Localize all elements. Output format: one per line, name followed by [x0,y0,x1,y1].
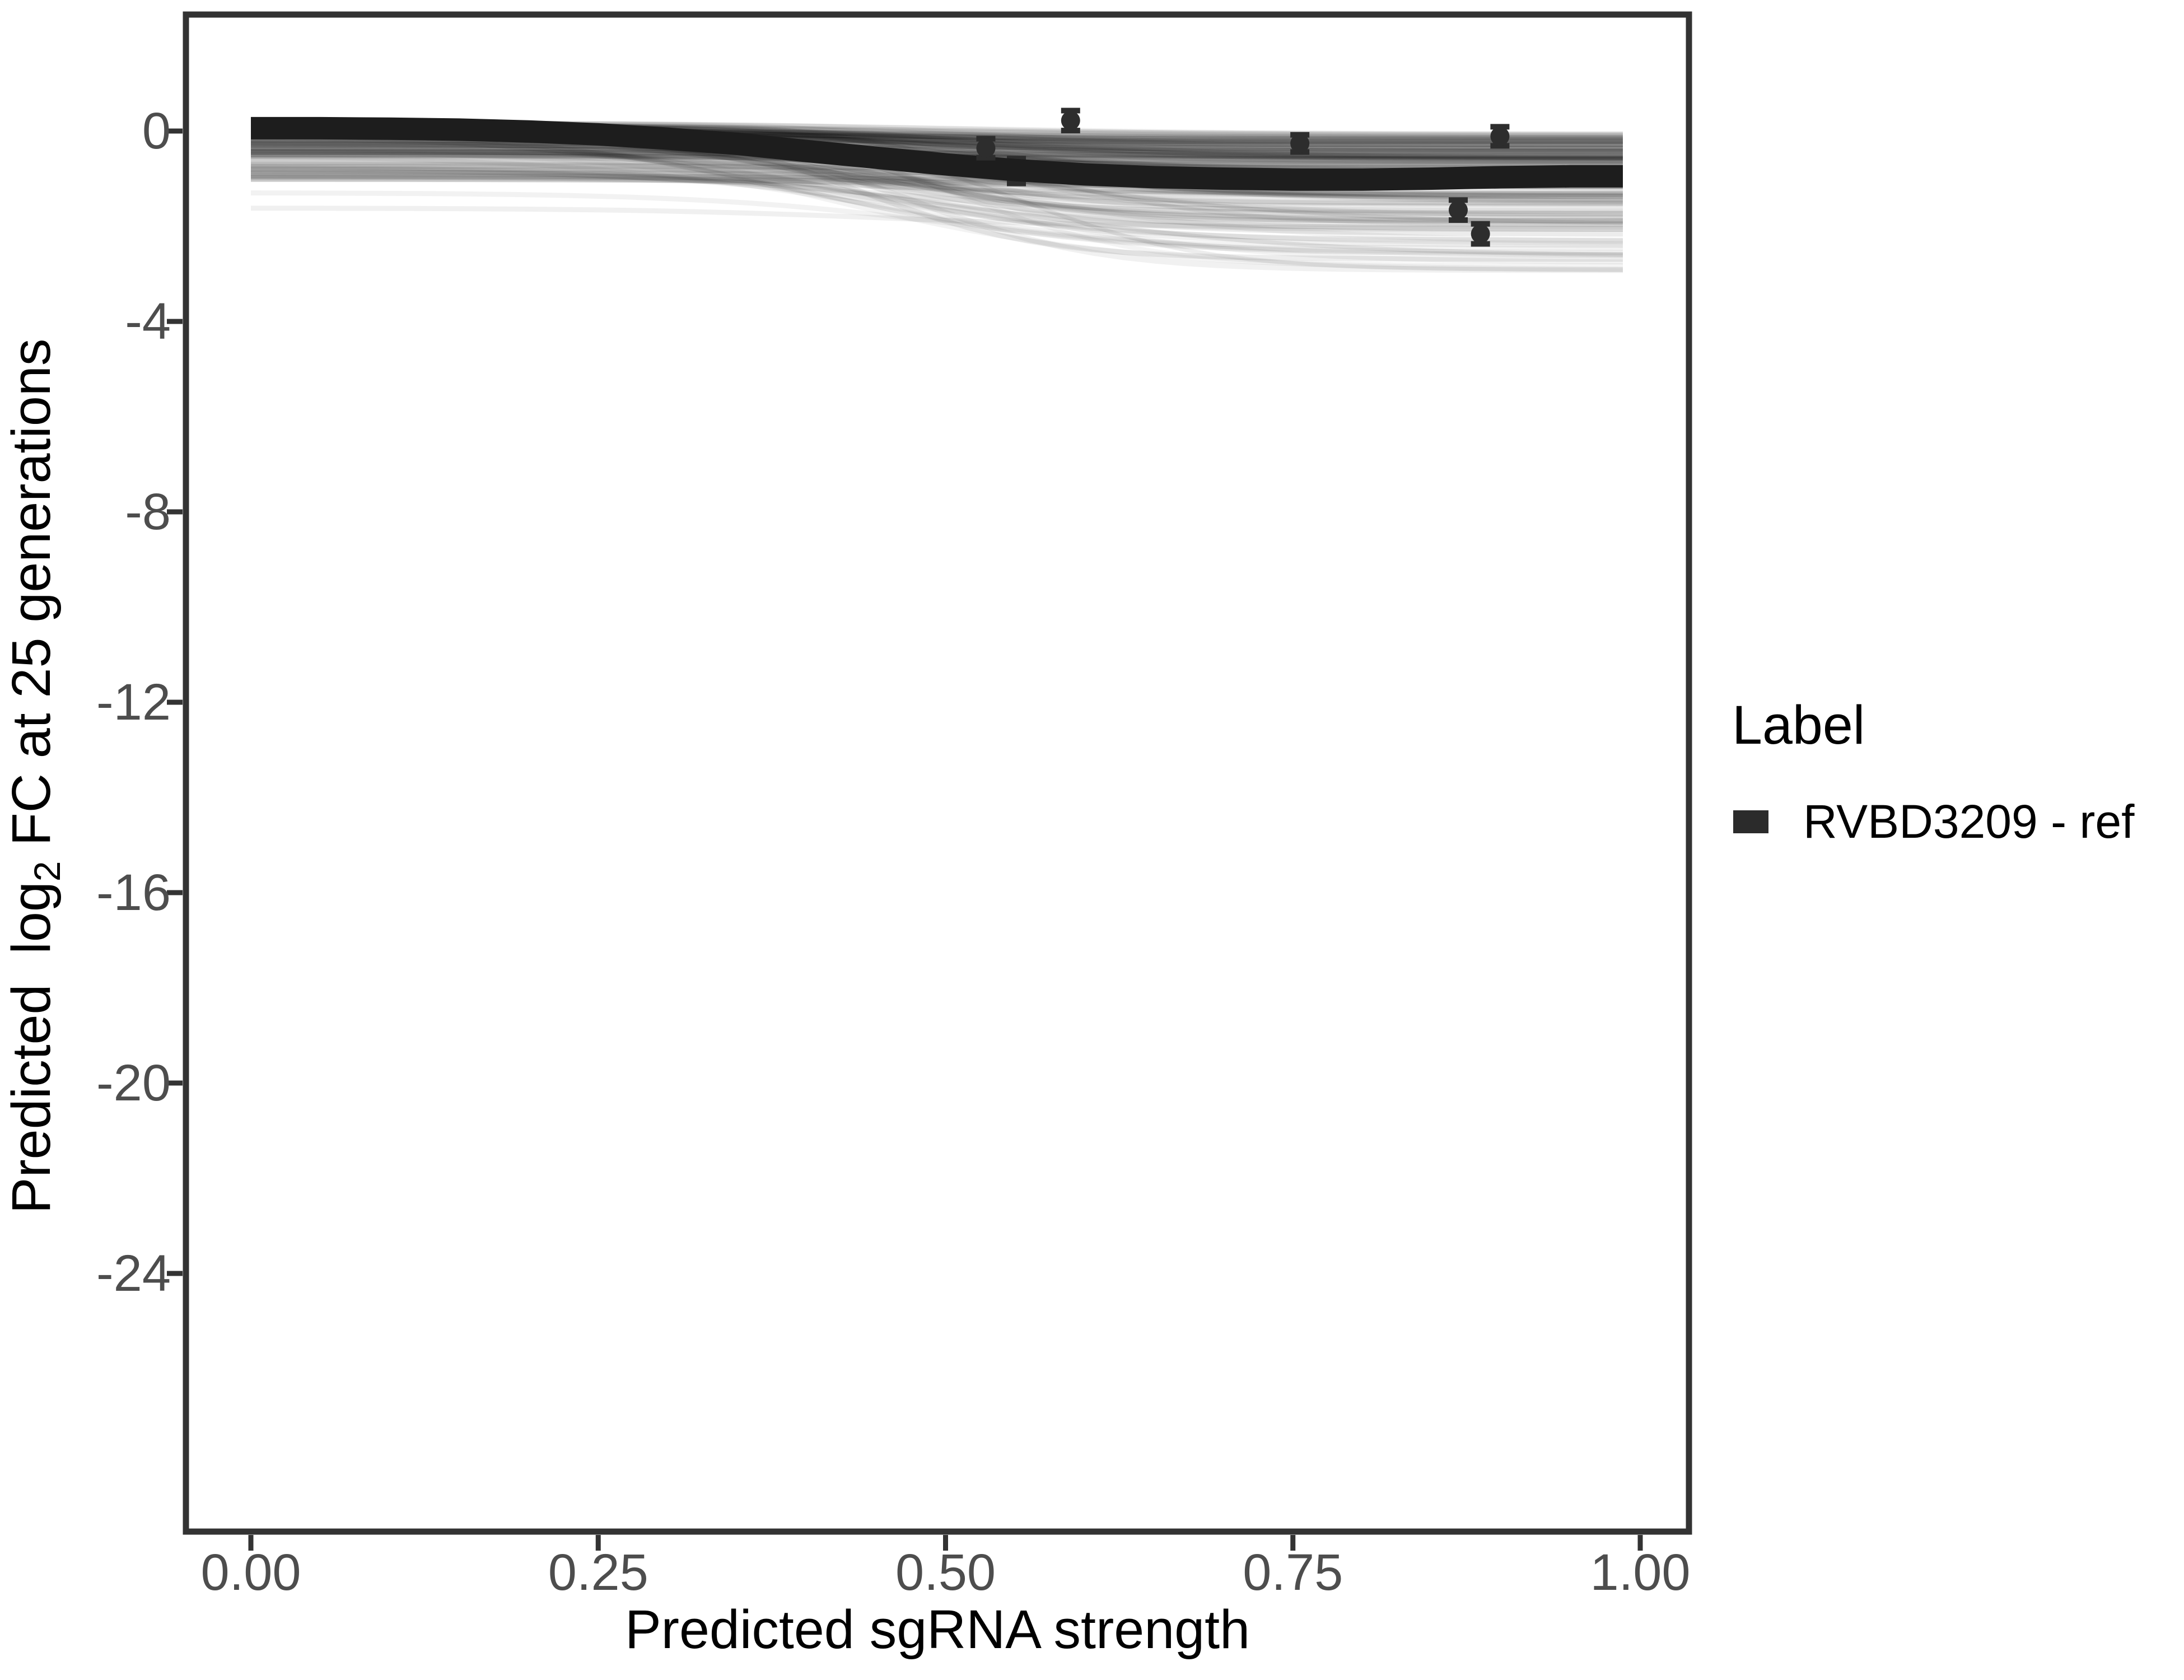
x-axis-title: Predicted sgRNA strength [624,1599,1250,1660]
band-curve [250,171,1623,198]
x-tick-label: 0.00 [200,1544,301,1601]
band-curve [250,141,1623,153]
band-curve [251,141,1623,154]
band-curve [251,139,1623,154]
band-curve [250,141,1623,248]
band-curve [250,132,1623,246]
band-curve [251,139,1623,152]
ref-line-layer [251,116,1623,191]
point-marker [1290,134,1310,153]
point-marker [1448,200,1468,220]
y-tick-label: -16 [96,864,171,921]
band-outlier-curve [250,190,1623,255]
band-curve [250,169,1623,243]
y-tick-label: 0 [142,102,171,160]
legend-swatch [1733,810,1768,833]
x-tick-label: 1.00 [1590,1544,1691,1601]
band-curve [250,141,1623,222]
y-tick-label: -4 [125,293,171,350]
x-tick-label: 0.75 [1243,1544,1343,1601]
band-curve [250,166,1623,220]
point-marker [1490,127,1510,146]
band-curve [250,137,1623,225]
y-axis-title-pre: Predicted log [0,881,62,1214]
x-tick-label: 0.25 [548,1544,648,1601]
y-axis-title: Predicted log2 FC at 25 generations [0,338,75,1214]
band-curve [251,156,1623,208]
x-tick-label: 0.50 [895,1544,996,1601]
band-curve [250,147,1623,200]
band-curve [250,146,1623,206]
error-point [1061,108,1080,134]
band-curve [251,143,1623,156]
band-curve [251,143,1623,155]
band-curve [250,165,1623,257]
band-curve [250,150,1623,251]
point-marker [1471,224,1490,244]
y-tick-label: -12 [96,674,171,731]
y-tick-label: -20 [96,1054,171,1112]
point-marker [1061,111,1080,130]
error-point [1490,124,1510,149]
band-curve [250,154,1623,258]
legend-title: Label [1732,694,1865,755]
y-axis-title-post: FC at 25 generations [0,338,62,861]
band-curve [250,164,1623,206]
band-curve [251,145,1623,158]
point-marker [976,138,996,158]
y-axis-title-sub: 2 [26,861,68,882]
panel-frame-layer [167,11,1692,1551]
y-tick-label: -24 [96,1245,171,1302]
error-point [1290,132,1310,155]
error-points-layer [976,108,1510,247]
error-point [976,136,996,161]
panel-border [183,11,1692,1535]
error-point [1448,197,1468,223]
band-outlier-curve [250,206,1623,230]
ref-line [251,116,1623,191]
band-outlier-curve [250,171,1623,265]
band-curve [250,134,1623,237]
legend-entry-label: RVBD3209 - ref [1803,795,2135,848]
band-curve [251,142,1623,159]
band-curve [251,142,1623,164]
band-curve [250,151,1623,216]
y-tick-label: -8 [125,483,171,540]
legend: Label RVBD3209 - ref [1732,694,2134,846]
band-curve [250,174,1623,195]
posterior-band [250,120,1623,273]
error-point [1471,221,1490,247]
